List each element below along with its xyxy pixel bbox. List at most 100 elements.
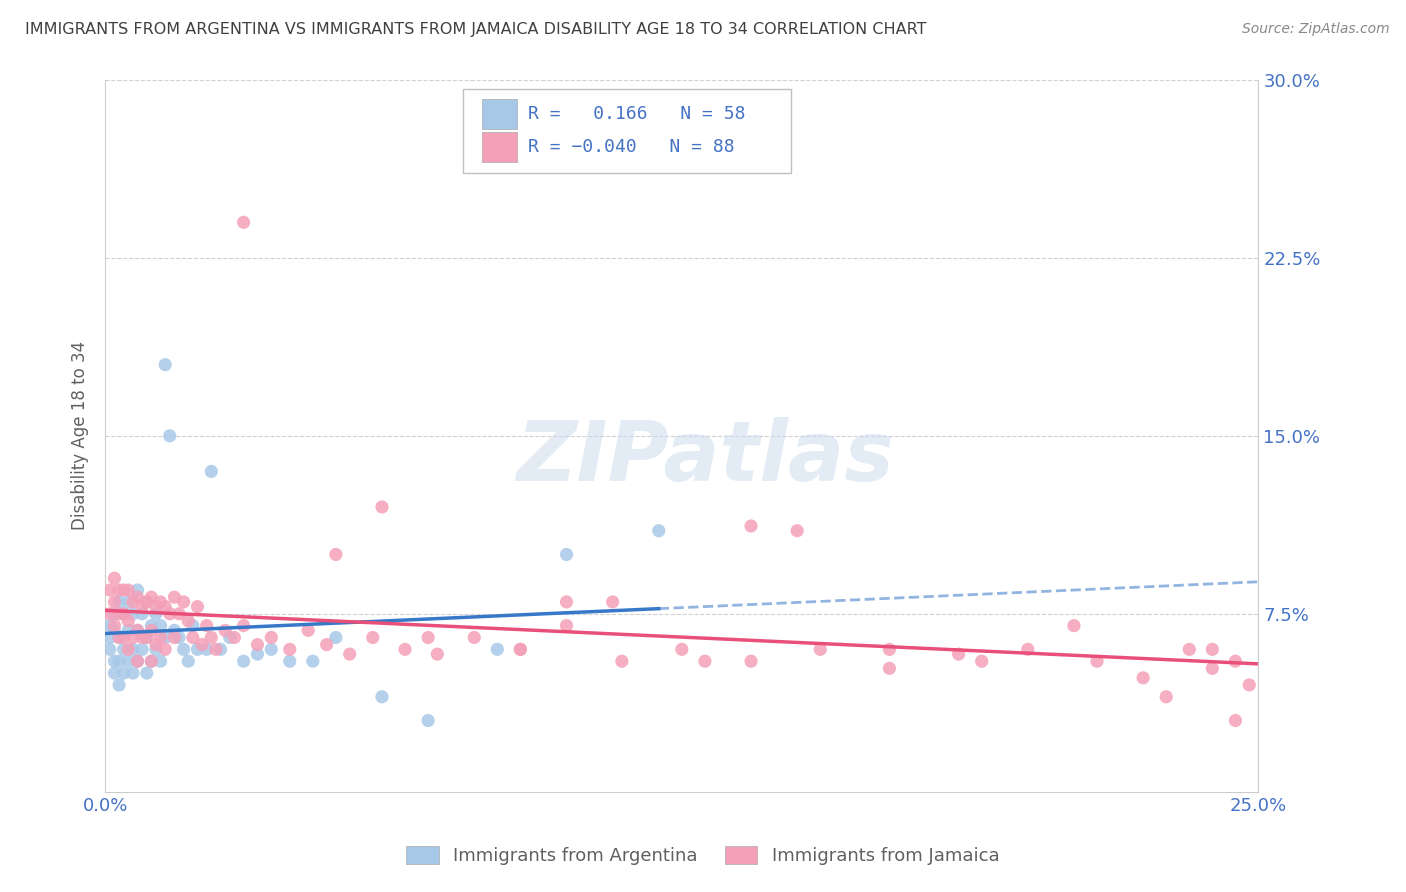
Point <box>177 614 200 628</box>
Point <box>112 582 135 597</box>
Point <box>127 654 149 668</box>
Point <box>117 582 139 597</box>
Point <box>416 631 439 645</box>
Point <box>195 618 218 632</box>
Point <box>149 595 172 609</box>
FancyBboxPatch shape <box>482 99 517 128</box>
Point <box>195 642 218 657</box>
Point <box>141 654 163 668</box>
Point <box>122 666 145 681</box>
Point <box>112 607 135 621</box>
Point <box>371 690 394 704</box>
Point <box>371 500 394 514</box>
Point <box>1225 654 1247 668</box>
Point <box>232 654 254 668</box>
Point <box>209 642 232 657</box>
Point <box>970 654 993 668</box>
Point <box>205 642 228 657</box>
Point <box>173 595 195 609</box>
Point <box>486 642 509 657</box>
Point <box>246 647 269 661</box>
Point <box>103 571 125 585</box>
Point <box>416 714 439 728</box>
FancyBboxPatch shape <box>482 133 517 162</box>
Point <box>232 618 254 632</box>
Point <box>648 524 671 538</box>
Point <box>141 654 163 668</box>
Point <box>153 358 176 372</box>
Point <box>246 638 269 652</box>
Point <box>426 647 449 661</box>
Point <box>103 654 125 668</box>
Point <box>167 607 190 621</box>
Point <box>879 661 901 675</box>
Point <box>218 631 240 645</box>
Point <box>145 607 167 621</box>
Point <box>122 631 145 645</box>
Legend: Immigrants from Argentina, Immigrants from Jamaica: Immigrants from Argentina, Immigrants fr… <box>399 838 1007 872</box>
Text: Source: ZipAtlas.com: Source: ZipAtlas.com <box>1241 22 1389 37</box>
Point <box>112 607 135 621</box>
Point <box>149 654 172 668</box>
Point <box>103 666 125 681</box>
Point <box>339 647 361 661</box>
Text: ZIPatlas: ZIPatlas <box>516 417 894 498</box>
Point <box>555 548 578 562</box>
Point <box>509 642 531 657</box>
Y-axis label: Disability Age 18 to 34: Disability Age 18 to 34 <box>72 342 89 531</box>
Point <box>1017 642 1039 657</box>
Point <box>173 642 195 657</box>
Point <box>394 642 416 657</box>
Point <box>141 590 163 604</box>
Point <box>191 638 214 652</box>
Point <box>145 599 167 614</box>
Point <box>108 607 131 621</box>
Point <box>98 618 121 632</box>
Point <box>135 595 157 609</box>
Point <box>135 631 157 645</box>
Point <box>117 654 139 668</box>
Point <box>135 666 157 681</box>
Point <box>808 642 831 657</box>
Point <box>145 642 167 657</box>
Point <box>948 647 970 661</box>
Point <box>149 618 172 632</box>
Point <box>122 642 145 657</box>
Point <box>159 429 181 443</box>
Point <box>325 548 347 562</box>
Point <box>112 666 135 681</box>
Point <box>555 595 578 609</box>
Point <box>200 465 222 479</box>
Point <box>127 582 149 597</box>
Point <box>186 599 208 614</box>
Point <box>127 624 149 638</box>
FancyBboxPatch shape <box>463 88 792 172</box>
Point <box>98 631 121 645</box>
Point <box>131 607 153 621</box>
Point <box>1085 654 1108 668</box>
Point <box>325 631 347 645</box>
Point <box>103 624 125 638</box>
Point <box>1201 642 1223 657</box>
Point <box>131 642 153 657</box>
Point <box>98 642 121 657</box>
Point <box>301 654 323 668</box>
Point <box>181 618 204 632</box>
Point <box>153 599 176 614</box>
Point <box>153 631 176 645</box>
Point <box>141 624 163 638</box>
Point <box>127 654 149 668</box>
Point <box>131 631 153 645</box>
Point <box>1178 642 1201 657</box>
Point <box>260 631 283 645</box>
Point <box>127 590 149 604</box>
Point <box>1225 714 1247 728</box>
Point <box>200 631 222 645</box>
Point <box>181 631 204 645</box>
Point <box>117 624 139 638</box>
Point <box>122 595 145 609</box>
Point <box>361 631 384 645</box>
Point <box>135 631 157 645</box>
Point <box>163 631 186 645</box>
Point <box>463 631 485 645</box>
